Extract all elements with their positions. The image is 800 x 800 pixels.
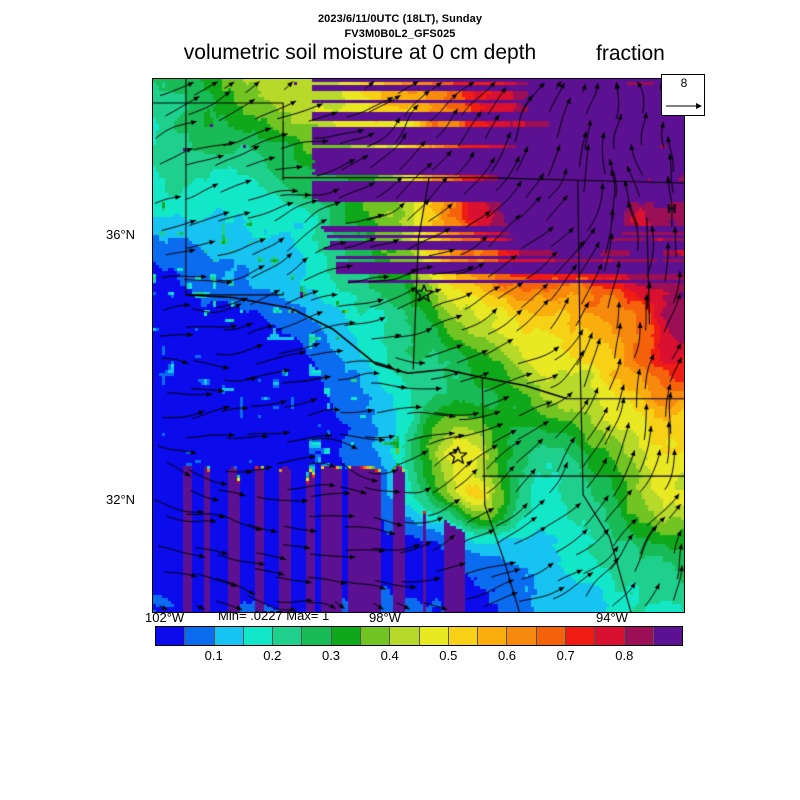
colorbar-segment-16 [624,627,654,645]
colorbar-segment-6 [331,627,361,645]
lat-tick-32n: 32°N [106,492,136,507]
soil-moisture-raster [153,79,684,612]
colorbar-segment-17 [653,627,683,645]
date-line: 2023/6/11/0UTC (18LT), Sunday [317,13,483,25]
colorbar-segment-15 [595,627,625,645]
colorbar-segment-10 [448,627,479,645]
colorbar-tick-0.5: 0.5 [439,648,458,663]
colorbar-segment-4 [273,627,303,645]
colorbar-tick-0.3: 0.3 [321,648,341,663]
colorbar-segment-11 [478,627,508,645]
colorbar-tick-0.1: 0.1 [204,648,223,663]
colorbar-segment-13 [536,627,566,645]
units-label: fraction [596,42,665,65]
colorbar[interactable] [155,626,683,646]
page-title: volumetric soil moisture at 0 cm depth [183,41,537,64]
colorbar-segment-5 [302,627,332,645]
colorbar-tick-0.6: 0.6 [497,648,517,663]
colorbar-ticklabels: 0.1 0.2 0.3 0.4 0.5 0.6 0.7 0.8 [155,648,683,666]
colorbar-segment-7 [360,627,391,645]
min-max-stats: Min= .0227 Max= 1 [218,608,330,623]
map-panel[interactable] [152,78,685,613]
colorbar-segment-12 [507,627,537,645]
colorbar-segment-8 [390,627,420,645]
lon-tick-98w: 98°W [369,610,401,625]
colorbar-tick-0.7: 0.7 [556,648,575,663]
reference-vector-value: 8 [680,76,688,90]
right-arrow-icon [666,103,702,109]
colorbar-segment-2 [214,627,244,645]
colorbar-tick-0.4: 0.4 [380,648,399,663]
colorbar-segment-9 [419,627,449,645]
colorbar-segment-14 [565,627,596,645]
model-line: FV3M0B0L2_GFS025 [344,28,456,40]
reference-vector-key: 8 [661,74,705,116]
colorbar-tick-0.2: 0.2 [263,648,282,663]
lon-tick-102w: 102°W [145,610,185,625]
colorbar-tick-0.8: 0.8 [615,648,634,663]
colorbar-segment-0 [156,627,186,645]
colorbar-segment-1 [185,627,215,645]
colorbar-segment-3 [243,627,274,645]
lat-tick-36n: 36°N [106,227,136,242]
lon-tick-94w: 94°W [596,610,628,625]
